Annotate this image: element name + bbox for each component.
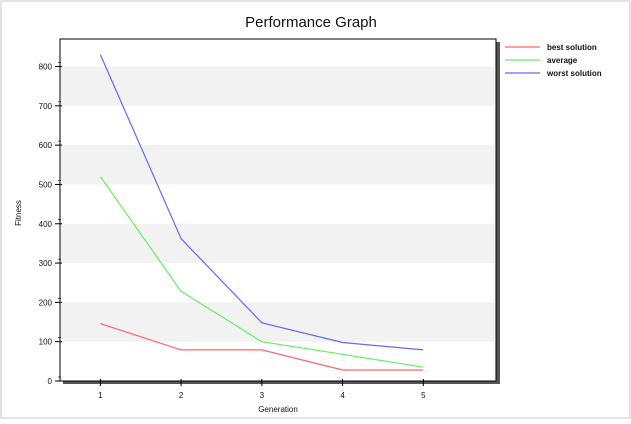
x-tick-label: 2 — [179, 391, 184, 400]
x-tick-label: 5 — [421, 391, 426, 400]
y-tick-label: 0 — [48, 377, 53, 386]
y-axis-label: Fitness — [14, 200, 23, 226]
legend-label: average — [547, 56, 578, 65]
y-tick-label: 500 — [39, 180, 53, 189]
series-line — [99, 176, 424, 368]
grid-band — [61, 145, 495, 185]
y-tick-label: 700 — [39, 102, 53, 111]
series-line — [99, 54, 424, 351]
chart-title: Performance Graph — [245, 14, 377, 31]
x-axis: 1 2 3 4 5 — [98, 379, 426, 400]
y-tick-label: 300 — [39, 259, 53, 268]
legend: best solution average worst solution — [505, 43, 602, 78]
x-tick-label: 4 — [340, 391, 345, 400]
legend-label: worst solution — [546, 69, 602, 78]
grid-band — [61, 66, 495, 106]
series-line — [100, 323, 424, 371]
x-axis-label: Generation — [258, 405, 298, 414]
y-tick-label: 100 — [39, 338, 53, 347]
grid-band — [61, 223, 495, 264]
y-tick-label: 600 — [39, 141, 53, 150]
x-tick-label: 3 — [260, 391, 265, 400]
grid-bands — [61, 66, 495, 342]
x-tick-label: 1 — [98, 391, 103, 400]
y-tick-label: 400 — [39, 220, 53, 229]
legend-label: best solution — [547, 43, 597, 52]
y-tick-label: 800 — [39, 63, 53, 72]
grid-band — [61, 302, 495, 342]
plot-frame — [59, 38, 497, 382]
y-tick-label: 200 — [39, 298, 53, 307]
series-lines — [99, 54, 424, 371]
